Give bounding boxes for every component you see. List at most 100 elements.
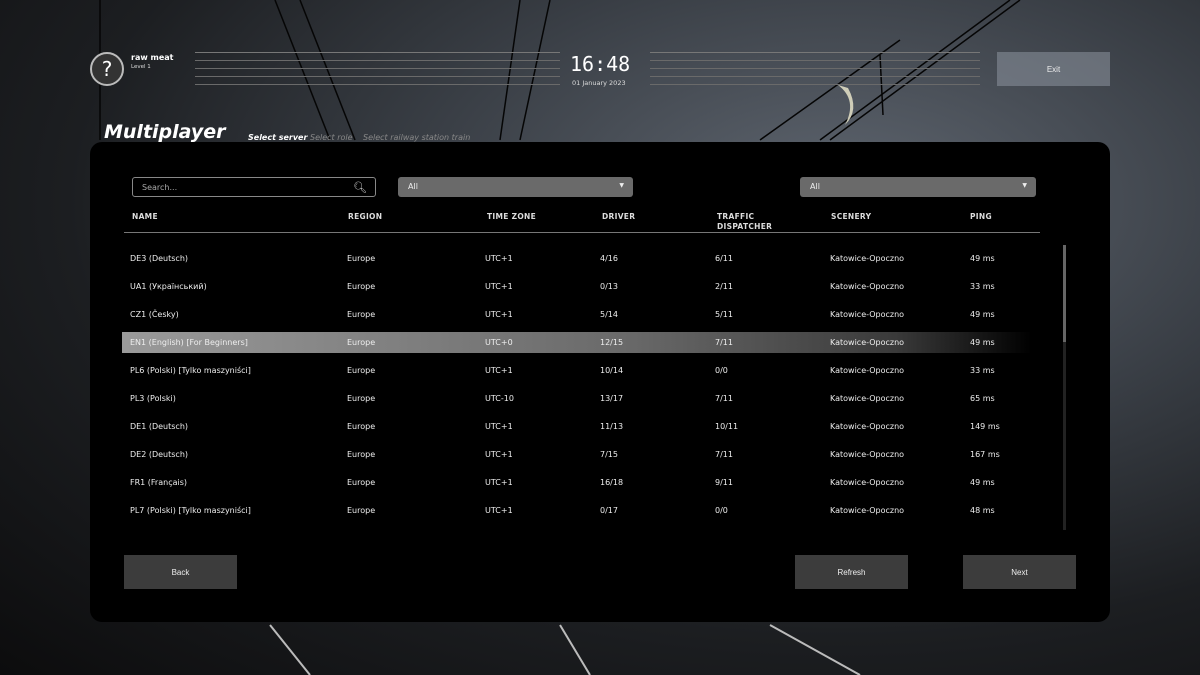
column-header-traffic-dispatcher[interactable]: TRAFFIC DISPATCHER — [717, 212, 773, 231]
column-header-scenery[interactable]: SCENERY — [831, 212, 872, 221]
cell-ping: 149 ms — [970, 422, 1000, 431]
cell-region: Europe — [347, 254, 376, 263]
cell-scenery: Katowice-Opoczno — [830, 394, 905, 403]
cell-time-zone: UTC+1 — [485, 422, 513, 431]
column-header-name[interactable]: NAME — [132, 212, 158, 221]
avatar[interactable]: ? — [90, 52, 124, 86]
clock-date: 01 January 2023 — [572, 79, 626, 87]
cell-ping: 33 ms — [970, 282, 995, 291]
cell-traffic-dispatcher: 0/0 — [715, 506, 728, 515]
cell-ping: 49 ms — [970, 478, 995, 487]
cell-driver: 5/14 — [600, 310, 618, 319]
table-row[interactable]: DE1 (Deutsch) Europe UTC+1 11/13 10/11 Katowi… — [122, 416, 1032, 437]
decorative-lines-right — [650, 52, 980, 90]
table-row[interactable]: DE3 (Deutsch) Europe UTC+1 4/16 6/11 Katowice… — [122, 248, 1032, 269]
table-row[interactable]: EN1 (English) [For Beginners] Europe UTC+0… — [122, 332, 1032, 353]
scenery-dropdown[interactable]: All ▼ — [800, 177, 1036, 197]
cell-driver: 13/17 — [600, 394, 624, 403]
cell-traffic-dispatcher: 5/11 — [715, 310, 733, 319]
cell-traffic-dispatcher: 9/11 — [715, 478, 733, 487]
next-button[interactable]: Next — [963, 555, 1076, 589]
cell-time-zone: UTC+1 — [485, 366, 513, 375]
cell-name: DE1 (Deutsch) — [130, 422, 189, 431]
cell-ping: 33 ms — [970, 366, 995, 375]
cell-region: Europe — [347, 506, 376, 515]
cell-time-zone: UTC+1 — [485, 506, 513, 515]
column-header-region[interactable]: REGION — [348, 212, 383, 221]
cell-time-zone: UTC+1 — [485, 282, 513, 291]
cell-scenery: Katowice-Opoczno — [830, 338, 905, 347]
question-mark-icon: ? — [101, 57, 113, 81]
cell-ping: 167 ms — [970, 450, 1000, 459]
cell-traffic-dispatcher: 7/11 — [715, 338, 733, 347]
decorative-lines-left — [195, 52, 560, 90]
cell-driver: 0/17 — [600, 506, 618, 515]
region-dropdown[interactable]: All ▼ — [398, 177, 633, 197]
cell-region: Europe — [347, 310, 376, 319]
cell-driver: 10/14 — [600, 366, 624, 375]
cell-ping: 49 ms — [970, 310, 995, 319]
cell-traffic-dispatcher: 2/11 — [715, 282, 733, 291]
cell-region: Europe — [347, 282, 376, 291]
refresh-button[interactable]: Refresh — [795, 555, 908, 589]
step-select-server: Select server — [248, 133, 308, 142]
cell-ping: 49 ms — [970, 338, 995, 347]
cell-time-zone: UTC+1 — [485, 450, 513, 459]
cell-traffic-dispatcher: 10/11 — [715, 422, 739, 431]
cell-time-zone: UTC-10 — [485, 394, 514, 403]
cell-traffic-dispatcher: 0/0 — [715, 366, 728, 375]
table-row[interactable]: PL6 (Polski) [Tylko maszyniści] Europe UTC… — [122, 360, 1032, 381]
scrollbar-thumb[interactable] — [1063, 245, 1066, 342]
cell-scenery: Katowice-Opoczno — [830, 310, 905, 319]
back-button[interactable]: Back — [124, 555, 237, 589]
cell-driver: 0/13 — [600, 282, 618, 291]
cell-traffic-dispatcher: 6/11 — [715, 254, 733, 263]
chevron-down-icon: ▼ — [1022, 182, 1027, 189]
cell-driver: 16/18 — [600, 478, 624, 487]
cell-scenery: Katowice-Opoczno — [830, 254, 905, 263]
cell-scenery: Katowice-Opoczno — [830, 422, 905, 431]
cell-scenery: Katowice-Opoczno — [830, 282, 905, 291]
cell-region: Europe — [347, 338, 376, 347]
cell-region: Europe — [347, 422, 376, 431]
search-icon[interactable]: 🔍︎ — [353, 181, 367, 194]
page-title: Multiplayer — [104, 121, 226, 143]
server-panel — [90, 142, 1110, 622]
table-row[interactable]: FR1 (Français) Europe UTC+1 16/18 9/11 Katowi… — [122, 472, 1032, 493]
cell-name: DE3 (Deutsch) — [130, 254, 189, 263]
cell-time-zone: UTC+1 — [485, 310, 513, 319]
column-header-driver[interactable]: DRIVER — [602, 212, 636, 221]
cell-region: Europe — [347, 394, 376, 403]
table-row[interactable]: CZ1 (Česky) Europe UTC+1 5/14 5/11 Katowice-O… — [122, 304, 1032, 325]
cell-name: PL6 (Polski) [Tylko maszyniści] — [130, 366, 251, 375]
cell-scenery: Katowice-Opoczno — [830, 506, 905, 515]
cell-name: FR1 (Français) — [130, 478, 188, 487]
cell-driver: 11/13 — [600, 422, 624, 431]
cell-name: UA1 (Український) — [130, 282, 207, 291]
scenery-dropdown-value: All — [810, 182, 820, 191]
cell-scenery: Katowice-Opoczno — [830, 450, 905, 459]
cell-name: PL7 (Polski) [Tylko maszyniści] — [130, 506, 251, 515]
table-row[interactable]: PL3 (Polski) Europe UTC-10 13/17 7/11 Katowic… — [122, 388, 1032, 409]
table-row[interactable]: PL7 (Polski) [Tylko maszyniści] Europe UTC… — [122, 500, 1032, 521]
cell-region: Europe — [347, 450, 376, 459]
column-header-time-zone[interactable]: TIME ZONE — [487, 212, 537, 221]
table-row[interactable]: DE2 (Deutsch) Europe UTC+1 7/15 7/11 Katowice… — [122, 444, 1032, 465]
cell-traffic-dispatcher: 7/11 — [715, 394, 733, 403]
cell-ping: 48 ms — [970, 506, 995, 515]
cell-name: EN1 (English) [For Beginners] — [130, 338, 248, 347]
cell-driver: 7/15 — [600, 450, 618, 459]
clock-time: 16:48 — [570, 52, 631, 76]
cell-ping: 49 ms — [970, 254, 995, 263]
step-select-station-train: Select railway station train — [363, 133, 471, 142]
column-header-ping[interactable]: PING — [970, 212, 992, 221]
chevron-down-icon: ▼ — [619, 182, 624, 189]
search-input[interactable]: Search... 🔍︎ — [132, 177, 376, 197]
scrollbar[interactable] — [1063, 245, 1066, 530]
exit-button[interactable]: Exit — [997, 52, 1110, 86]
cell-driver: 12/15 — [600, 338, 624, 347]
user-level: Level 1 — [131, 64, 151, 70]
table-row[interactable]: UA1 (Український) Europe UTC+1 0/13 2/11 Kato… — [122, 276, 1032, 297]
cell-time-zone: UTC+1 — [485, 254, 513, 263]
cell-scenery: Katowice-Opoczno — [830, 478, 905, 487]
